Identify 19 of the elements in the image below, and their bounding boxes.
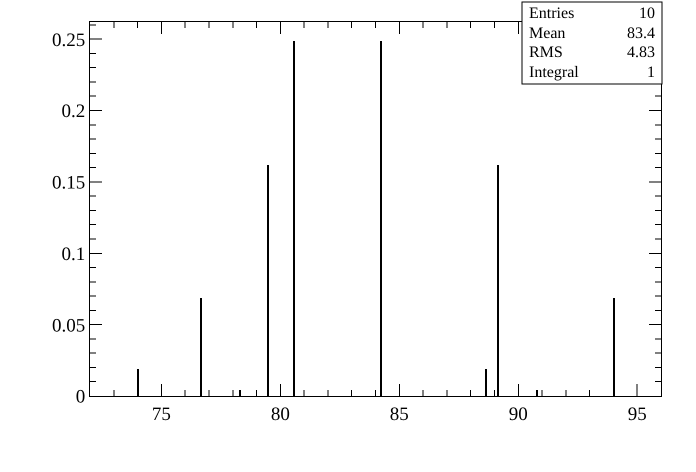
annotation: 10 [639,5,655,22]
x-tick-label: 85 [390,404,409,425]
x-tick-label: 90 [508,404,528,425]
y-tick-label: 0.15 [52,172,86,194]
annotation: 4.83 [627,44,655,61]
y-tick-label: 0.25 [52,30,86,51]
x-tick-label: 95 [628,404,647,425]
y-tick-label: 0.2 [61,101,86,122]
y-tick-label: 0 [76,386,86,408]
annotation: Mean [529,25,566,42]
annotation: Entries [529,5,574,22]
y-tick-label: 0.1 [61,244,86,265]
annotation: RMS [529,44,563,61]
annotation: 83.4 [627,25,655,42]
x-tick-label: 80 [270,404,290,425]
y-tick-label: 0.05 [52,315,86,336]
x-tick-label: 75 [152,404,171,425]
annotation: Integral [529,64,580,81]
annotation: 1 [647,64,655,81]
